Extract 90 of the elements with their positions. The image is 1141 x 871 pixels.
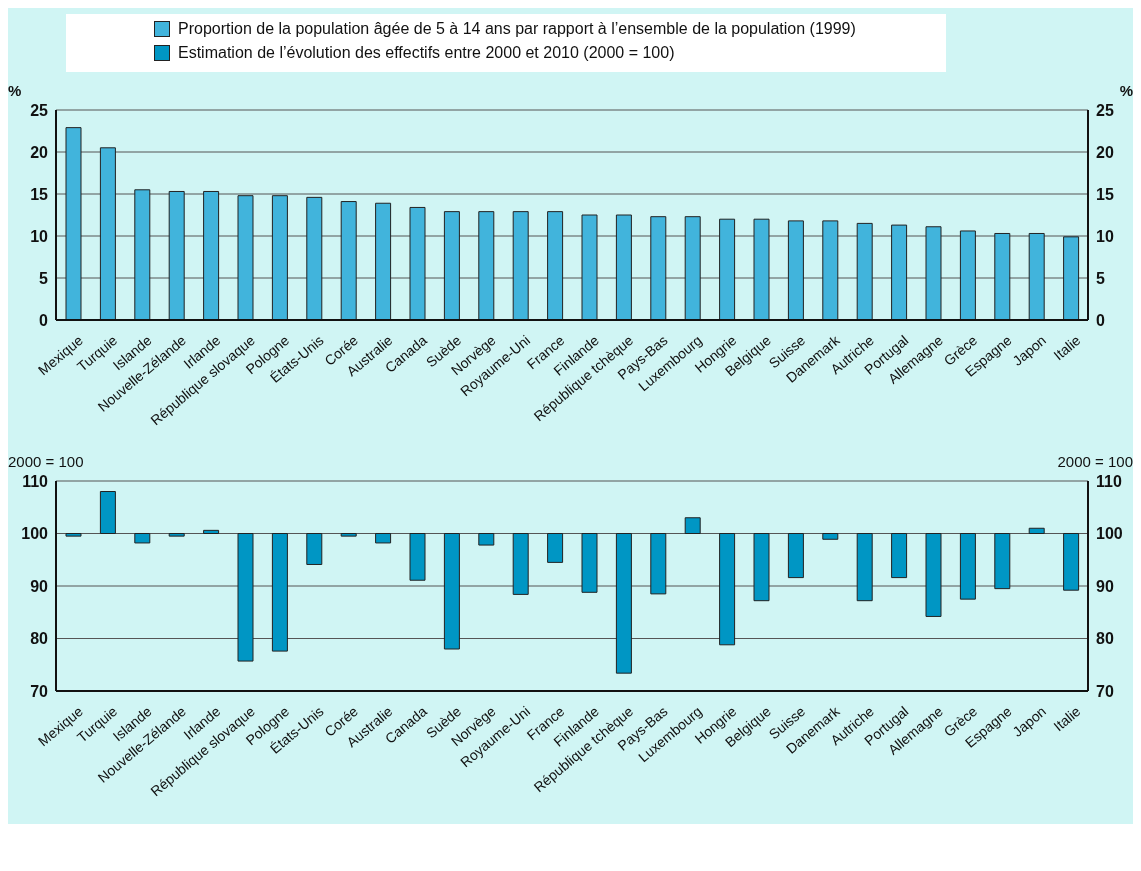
bar [684, 216, 701, 320]
y2-tick-label: 110 [1096, 472, 1122, 490]
bar [99, 147, 116, 320]
x-tick-label: Italie [1050, 331, 1084, 364]
bar [340, 533, 357, 537]
bar [271, 195, 288, 320]
bar [512, 211, 529, 320]
bar [615, 533, 632, 674]
y-tick-label: 15 [30, 185, 49, 203]
y-tick-label: 25 [30, 101, 49, 119]
x-tick-label: Italie [1050, 702, 1084, 735]
bar [581, 533, 598, 593]
bar [512, 533, 529, 595]
y-axis-title: 2000 = 100 [8, 453, 84, 471]
y2-axis-title: 2000 = 100 [1057, 453, 1133, 471]
bar [650, 533, 667, 595]
y2-tick-label: 0 [1096, 311, 1105, 329]
bar [1063, 533, 1080, 591]
y2-axis-title: % [1119, 82, 1133, 100]
bar [65, 533, 82, 537]
bar [719, 218, 736, 320]
y-tick-label: 90 [30, 577, 49, 595]
bar [891, 533, 908, 579]
bar [856, 222, 873, 320]
y-tick-label: 5 [39, 269, 49, 287]
y-tick-label: 80 [30, 630, 49, 648]
bar [787, 220, 804, 320]
y2-tick-label: 80 [1096, 630, 1114, 648]
bar [478, 211, 495, 320]
bar [959, 533, 976, 600]
y2-tick-label: 100 [1096, 525, 1123, 543]
y-axis-title: % [8, 82, 22, 100]
bar [306, 533, 323, 565]
bar [168, 533, 185, 537]
bar [1028, 527, 1045, 534]
y-tick-label: 110 [22, 472, 49, 490]
y2-tick-label: 70 [1096, 682, 1114, 700]
bar [822, 220, 839, 320]
bar [753, 218, 770, 320]
bar [615, 214, 632, 320]
y2-tick-label: 10 [1096, 227, 1114, 245]
bar [822, 533, 839, 540]
bar [375, 202, 392, 320]
y2-tick-label: 90 [1096, 577, 1114, 595]
bar [959, 230, 976, 320]
legend-label: Proportion de la population âgée de 5 à 14 ans par rapport à l’ensemble de la population (1999) [178, 20, 856, 38]
bar [787, 533, 804, 579]
bar [203, 529, 220, 534]
y-tick-label: 10 [30, 227, 49, 245]
y-tick-label: 100 [21, 525, 49, 543]
bar [237, 533, 254, 662]
bar [1028, 232, 1045, 320]
bar [856, 533, 873, 602]
bar [237, 195, 254, 320]
bar [306, 196, 323, 320]
bar [340, 201, 357, 320]
y2-tick-label: 20 [1096, 143, 1114, 161]
bar [99, 491, 116, 534]
bar [719, 533, 736, 646]
y-tick-label: 20 [30, 143, 49, 161]
bar [409, 206, 426, 320]
bar [547, 211, 564, 320]
bar [168, 190, 185, 320]
bar [891, 224, 908, 320]
y-tick-label: 0 [39, 311, 49, 329]
bar [65, 127, 82, 320]
bar [994, 533, 1011, 590]
bar [925, 533, 942, 617]
bar [547, 533, 564, 563]
bar [409, 533, 426, 581]
bar [1063, 236, 1080, 320]
legend-label: Estimation de l’évolution des effectifs entre 2000 et 2010 (2000 = 100) [178, 44, 675, 62]
y2-tick-label: 5 [1096, 269, 1105, 287]
bar [443, 533, 460, 650]
bar [203, 190, 220, 320]
y2-tick-label: 15 [1096, 185, 1114, 203]
bar [443, 211, 460, 320]
bar [994, 232, 1011, 320]
bar [684, 517, 701, 534]
bar [581, 214, 598, 320]
y2-tick-label: 25 [1096, 101, 1114, 119]
bar [134, 189, 151, 320]
bar [753, 533, 770, 602]
bar [271, 533, 288, 652]
y-tick-label: 70 [30, 682, 49, 700]
bar [925, 226, 942, 320]
bar [375, 533, 392, 544]
bar [478, 533, 495, 546]
bar [650, 216, 667, 320]
bar [134, 533, 151, 544]
